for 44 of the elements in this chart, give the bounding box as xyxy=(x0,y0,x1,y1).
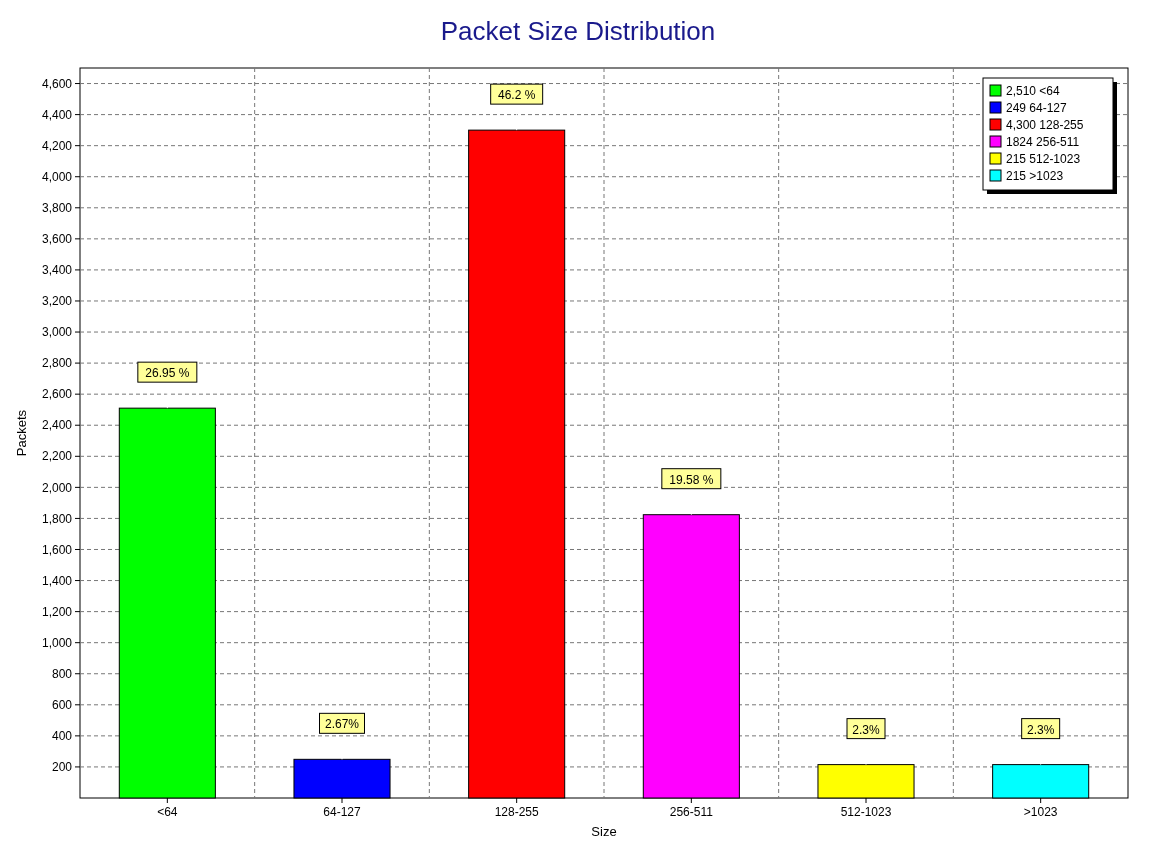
y-tick-label: 3,200 xyxy=(41,294,73,309)
annotation: 2.3% xyxy=(852,722,880,737)
y-tick-label: 200 xyxy=(51,760,73,775)
x-tick-label: 256-511 xyxy=(669,805,714,819)
annotation: 26.95 % xyxy=(145,366,190,381)
x-tick-label: 512-1023 xyxy=(840,805,892,819)
legend-label: 249 64-127 xyxy=(1006,101,1068,115)
y-tick-label: 2,400 xyxy=(41,418,73,433)
y-tick-label: 4,400 xyxy=(41,107,73,122)
y-tick-label: 1,800 xyxy=(41,511,73,526)
y-tick-label: 600 xyxy=(51,698,73,713)
x-tick-label: >1023 xyxy=(1023,805,1058,819)
y-tick-label: 3,600 xyxy=(41,232,73,247)
y-tick-label: 1,000 xyxy=(41,635,73,650)
y-tick-label: 3,000 xyxy=(41,325,73,340)
y-tick-label: 2,000 xyxy=(41,480,73,495)
x-tick-label: 64-127 xyxy=(323,805,361,819)
legend-label: 2,510 <64 xyxy=(1006,84,1061,98)
legend-label: 215 >1023 xyxy=(1006,169,1064,183)
x-tick-label: <64 xyxy=(157,805,178,819)
y-tick-label: 2,200 xyxy=(41,449,73,464)
chart-title: Packet Size Distribution xyxy=(440,16,716,46)
y-tick-label: 4,600 xyxy=(41,76,73,91)
annotation: 46.2 % xyxy=(497,88,536,103)
legend-label: 215 512-1023 xyxy=(1006,152,1081,166)
x-axis-title: Size xyxy=(591,824,617,839)
annotation: 2.3% xyxy=(1026,722,1055,737)
y-tick-label: 2,600 xyxy=(41,387,73,402)
y-tick-label: 1,200 xyxy=(41,604,73,619)
legend-label: 1824 256-511 xyxy=(1006,135,1080,149)
y-tick-label: 3,800 xyxy=(41,200,73,215)
annotation: 19.58 % xyxy=(669,472,714,487)
y-tick-label: 400 xyxy=(51,729,73,744)
annotation: 2.67% xyxy=(324,717,360,732)
y-tick-label: 1,600 xyxy=(41,542,73,557)
y-tick-label: 3,400 xyxy=(41,263,73,278)
y-axis-title: Packets xyxy=(14,409,29,457)
y-tick-label: 2,800 xyxy=(41,356,73,371)
x-tick-label: 128-255 xyxy=(494,805,540,819)
y-tick-label: 4,000 xyxy=(41,169,73,184)
y-tick-label: 800 xyxy=(51,666,73,681)
legend-label: 4,300 128-255 xyxy=(1006,118,1084,132)
y-tick-label: 1,400 xyxy=(41,573,73,588)
y-tick-label: 4,200 xyxy=(41,138,73,153)
